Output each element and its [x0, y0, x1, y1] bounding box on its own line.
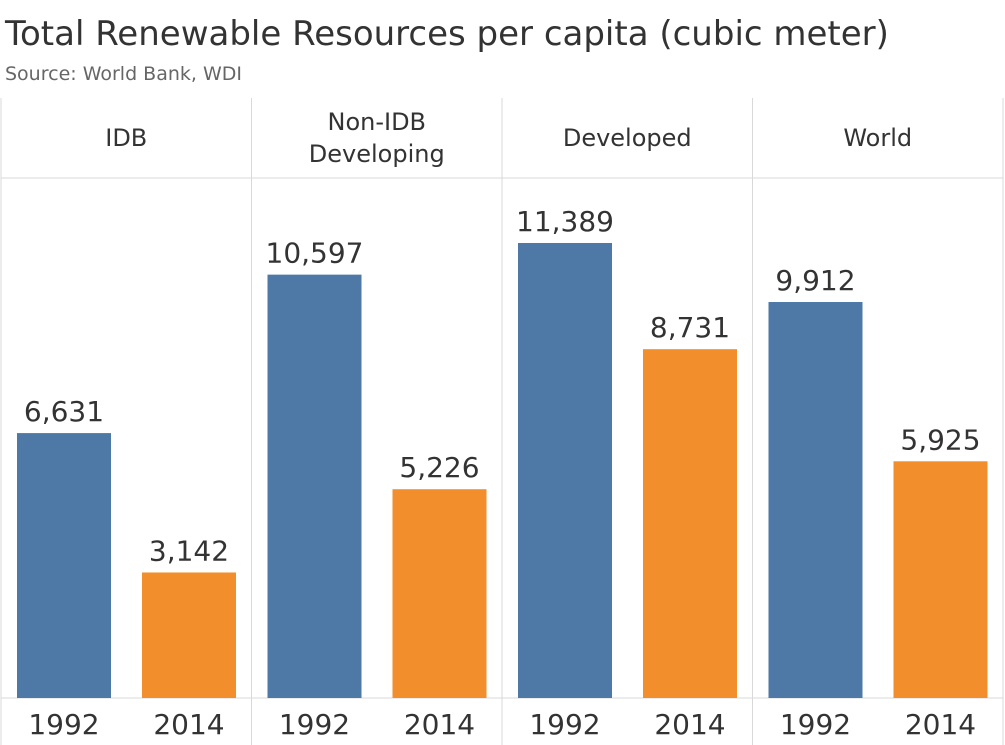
data-label: 9,912 — [775, 264, 855, 297]
data-label: 3,142 — [149, 534, 229, 567]
chart-subtitle: Source: World Bank, WDI — [5, 63, 243, 85]
bar-2014 — [643, 349, 737, 698]
x-tick-label: 1992 — [279, 708, 350, 741]
x-tick-label: 2014 — [404, 708, 475, 741]
bar-1992 — [768, 302, 863, 698]
x-tick-label: 1992 — [529, 708, 600, 741]
panel-header-label: World — [843, 124, 912, 152]
bar-2014 — [142, 572, 236, 698]
panel-header-label: IDB — [105, 124, 147, 152]
x-tick-label: 2014 — [654, 708, 725, 741]
data-label: 8,731 — [650, 311, 730, 344]
data-label: 10,597 — [266, 237, 364, 270]
x-tick-label: 1992 — [28, 708, 99, 741]
bar-1992 — [17, 433, 111, 698]
panel-header-label: Developing — [309, 140, 445, 168]
data-label: 5,925 — [900, 423, 980, 456]
x-tick-label: 1992 — [780, 708, 851, 741]
data-label: 6,631 — [24, 395, 104, 428]
data-label: 5,226 — [399, 451, 479, 484]
data-label: 11,389 — [516, 205, 614, 238]
bar-1992 — [267, 274, 362, 698]
bar-2014 — [392, 489, 487, 698]
bar-1992 — [518, 243, 612, 698]
x-tick-label: 2014 — [153, 708, 224, 741]
chart-title: Total Renewable Resources per capita (cu… — [5, 14, 889, 54]
panel-header-label: Developed — [563, 124, 692, 152]
panel-header-label: Non-IDB — [327, 108, 426, 136]
bar-2014 — [893, 461, 988, 698]
x-tick-label: 2014 — [905, 708, 976, 741]
